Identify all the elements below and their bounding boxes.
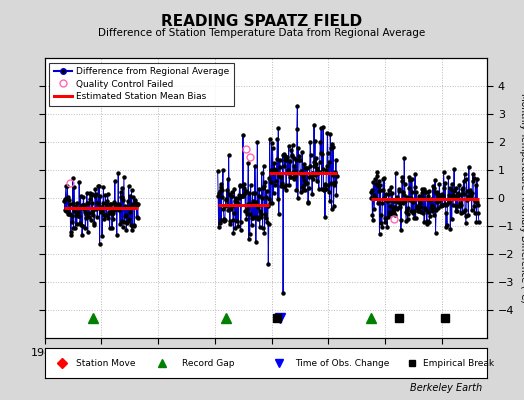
Text: Station Move: Station Move: [75, 358, 135, 368]
Text: Empirical Break: Empirical Break: [423, 358, 494, 368]
Y-axis label: Monthly Temperature Anomaly Difference (°C): Monthly Temperature Anomaly Difference (…: [519, 93, 524, 303]
Text: Time of Obs. Change: Time of Obs. Change: [294, 358, 389, 368]
Text: READING SPAATZ FIELD: READING SPAATZ FIELD: [161, 14, 363, 29]
Legend: Difference from Regional Average, Quality Control Failed, Estimated Station Mean: Difference from Regional Average, Qualit…: [49, 62, 234, 106]
Text: Berkeley Earth: Berkeley Earth: [410, 383, 482, 393]
Text: Record Gap: Record Gap: [182, 358, 234, 368]
Text: Difference of Station Temperature Data from Regional Average: Difference of Station Temperature Data f…: [99, 28, 425, 38]
